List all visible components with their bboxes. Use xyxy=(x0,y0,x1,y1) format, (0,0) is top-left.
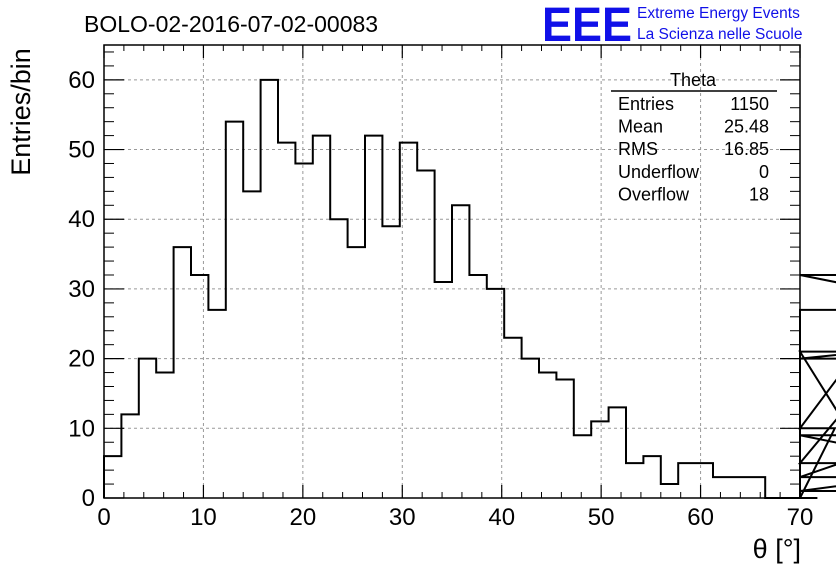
stats-row-label: Overflow xyxy=(618,184,690,204)
plot-frame xyxy=(103,44,801,499)
histogram-bin xyxy=(609,407,626,498)
stats-row-value: 18 xyxy=(749,184,769,204)
x-tick-label: 40 xyxy=(488,504,515,531)
histogram-bin xyxy=(435,282,452,498)
histogram-bin xyxy=(730,477,747,498)
histogram-bin xyxy=(556,380,573,498)
axis-ticks xyxy=(103,45,801,499)
histogram-bin xyxy=(748,477,765,498)
histogram-bin xyxy=(243,191,260,498)
x-axis-title: θ [°] xyxy=(753,534,801,564)
stats-row-value: 0 xyxy=(759,162,769,182)
histogram-bin xyxy=(382,226,399,498)
histogram-outline xyxy=(103,78,836,499)
stats-rows: Entries 1150 Mean 25.48 RMS 16.85 Underflow 0 Ov… xyxy=(618,94,769,204)
histogram-bin xyxy=(139,359,156,498)
x-tick-label: 20 xyxy=(290,504,317,531)
eee-logo: EEE Extreme Energy Events La Scienza nel… xyxy=(542,0,802,52)
histogram-bin xyxy=(226,122,243,498)
histogram-bin xyxy=(104,456,121,498)
y-tick-label: 60 xyxy=(68,67,95,94)
histogram-bin xyxy=(574,435,591,498)
histogram-bin xyxy=(539,373,556,498)
x-tick-label: 10 xyxy=(190,504,217,531)
x-tick-label: 50 xyxy=(588,504,615,531)
histogram-bin xyxy=(400,143,417,498)
y-tick-label: 10 xyxy=(68,415,95,442)
histogram-bin xyxy=(208,310,225,498)
stats-title: Theta xyxy=(670,70,717,90)
x-tick-label: 70 xyxy=(787,504,814,531)
stats-row-label: Underflow xyxy=(618,162,700,182)
histogram-bin xyxy=(330,219,347,498)
histogram-bin xyxy=(504,338,521,498)
histogram-bin xyxy=(261,80,278,498)
x-tick-label: 0 xyxy=(97,504,110,531)
histogram-bin xyxy=(661,484,678,498)
histogram-bin xyxy=(365,136,382,498)
histogram-bin xyxy=(591,421,608,498)
stats-row-value: 16.85 xyxy=(724,139,769,159)
histogram-bin xyxy=(643,456,660,498)
x-tick-label: 30 xyxy=(389,504,416,531)
y-tick-label: 50 xyxy=(68,137,95,164)
chart-title: BOLO-02-2016-07-02-00083 xyxy=(84,11,378,37)
x-tick-label: 60 xyxy=(687,504,714,531)
stats-box: Theta Entries 1150 Mean 25.48 RMS 16.85 Underf… xyxy=(611,70,777,204)
histogram-bin xyxy=(487,289,504,498)
histogram-bin xyxy=(191,275,208,498)
histogram-series xyxy=(103,78,836,499)
histogram-bin xyxy=(156,373,173,498)
histogram-bin xyxy=(469,275,486,498)
histogram-bin xyxy=(348,247,365,498)
histogram-bin xyxy=(278,143,295,498)
logo-line-1: Extreme Energy Events xyxy=(637,5,800,22)
stats-row-label: Mean xyxy=(618,117,663,137)
histogram-bin xyxy=(417,170,434,498)
histogram-bin xyxy=(522,359,539,498)
histogram-bin xyxy=(295,163,312,498)
stats-row-label: RMS xyxy=(618,139,658,159)
histogram-bin xyxy=(313,136,330,498)
y-tick-label: 40 xyxy=(68,206,95,233)
logo-mark: EEE xyxy=(542,0,632,52)
y-tick-label: 0 xyxy=(82,485,95,512)
histogram-bin xyxy=(174,247,191,498)
y-axis-title: Entries/bin xyxy=(6,48,36,176)
logo-line-2: La Scienza nelle Scuole xyxy=(637,26,802,43)
histogram-bin xyxy=(121,414,138,498)
stats-row-value: 1150 xyxy=(730,94,769,114)
stats-row-label: Entries xyxy=(618,94,674,114)
histogram-bin xyxy=(696,463,713,498)
y-tick-label: 20 xyxy=(68,346,95,373)
histogram-bin xyxy=(452,205,469,498)
y-tick-label: 30 xyxy=(68,276,95,303)
tick-labels: 0 10 20 30 40 50 60 70 0 10 20 30 40 50 60 xyxy=(68,67,813,531)
histogram-bin xyxy=(713,477,730,498)
stats-row-value: 25.48 xyxy=(724,117,769,137)
